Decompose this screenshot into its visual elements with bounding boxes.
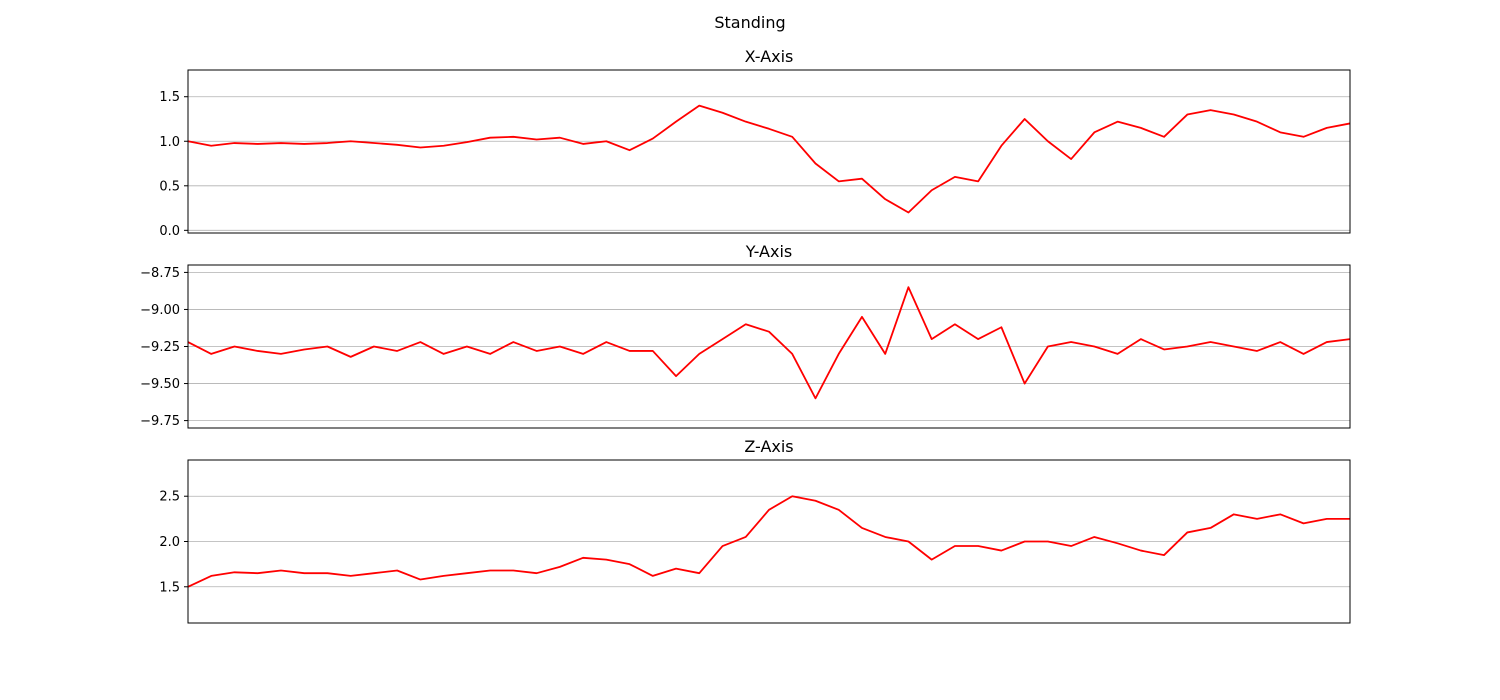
y-tick-label: 1.5 (159, 90, 180, 105)
y-tick-label: −9.75 (140, 414, 180, 429)
y-tick-label: −9.25 (140, 340, 180, 355)
subplot-title: X-Axis (745, 47, 794, 66)
series-line (187, 286, 1351, 400)
subplot-title: Z-Axis (744, 437, 793, 456)
subplot-title: Y-Axis (745, 242, 793, 261)
y-tick-label: −9.50 (140, 377, 180, 392)
y-tick-label: 2.0 (159, 535, 180, 550)
series-line (187, 104, 1351, 214)
subplot-panels: 0.0 0.5 1.0 1.5 X-Axis −9.75 −9.50 −9.25 −9.00 −8… (140, 47, 1351, 624)
y-tick-label: 1.5 (159, 580, 180, 595)
series-line (187, 495, 1350, 588)
y-tick-label: 0.5 (159, 179, 180, 194)
y-tick-label: 2.5 (159, 490, 180, 505)
y-tick-label: −8.75 (140, 266, 180, 281)
figure-title: Standing (714, 13, 785, 32)
y-tick-label: 0.0 (159, 224, 180, 239)
subplot-1: 0.0 0.5 1.0 1.5 X-Axis (159, 47, 1351, 239)
subplot-2: −9.75 −9.50 −9.25 −9.00 −8.75 Y-Axis (140, 242, 1351, 429)
y-tick-label: −9.00 (140, 303, 180, 318)
plot-frame (187, 69, 1351, 234)
plot-frame (187, 264, 1351, 429)
y-tick-label: 1.0 (159, 135, 180, 150)
subplot-3: 1.5 2.0 2.5 Z-Axis (159, 437, 1351, 624)
plot-frame (187, 459, 1351, 624)
